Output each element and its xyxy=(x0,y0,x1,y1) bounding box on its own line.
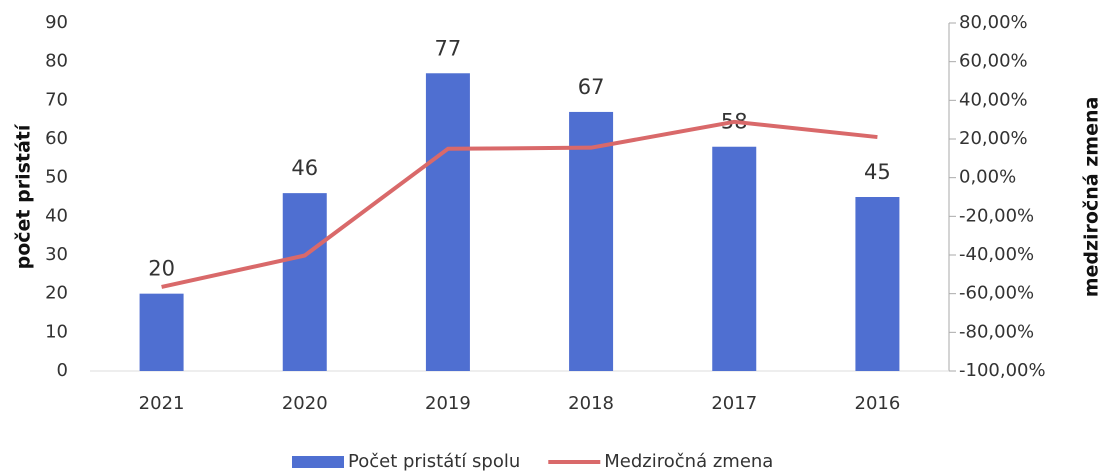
legend-swatch xyxy=(292,456,344,468)
y-tick-label: 30 xyxy=(45,244,68,265)
y2-axis-title: medziročná zmena xyxy=(1081,97,1103,298)
x-tick-label: 2017 xyxy=(711,393,757,414)
bar xyxy=(282,193,327,371)
y2-tick-label: 80,00% xyxy=(959,12,1028,33)
data-label: 20 xyxy=(148,257,175,281)
y2-tick-label: 40,00% xyxy=(959,89,1028,110)
bar xyxy=(712,146,757,371)
y-tick-label: 40 xyxy=(45,205,68,226)
bar xyxy=(139,293,184,371)
bar xyxy=(569,111,614,371)
y2-tick-label: -20,00% xyxy=(959,205,1034,226)
y-axis-title: počet pristátí xyxy=(13,123,35,269)
y2-tick-label: -80,00% xyxy=(959,321,1034,342)
bar xyxy=(425,73,470,372)
y-tick-label: 80 xyxy=(45,51,68,72)
y2-tick-label: -60,00% xyxy=(959,283,1034,304)
x-tick-label: 2019 xyxy=(425,393,471,414)
y2-tick-label: 0,00% xyxy=(959,167,1016,188)
y2-tick-label: -40,00% xyxy=(959,244,1034,265)
y2-tick-label: -100,00% xyxy=(959,360,1046,381)
x-tick-label: 2021 xyxy=(139,393,185,414)
legend-label: Počet pristátí spolu xyxy=(348,451,520,472)
y-tick-label: 0 xyxy=(57,360,68,381)
bar xyxy=(855,197,900,371)
y-tick-label: 10 xyxy=(45,321,68,342)
x-tick-label: 2020 xyxy=(282,393,328,414)
data-label: 46 xyxy=(291,156,318,180)
x-tick-label: 2018 xyxy=(568,393,614,414)
y2-tick-label: 60,00% xyxy=(959,51,1028,72)
y2-tick-label: 20,00% xyxy=(959,128,1028,149)
x-tick-label: 2016 xyxy=(855,393,901,414)
y-tick-label: 50 xyxy=(45,167,68,188)
data-label: 77 xyxy=(435,36,462,60)
line xyxy=(161,119,878,289)
legend-label: Medziročná zmena xyxy=(604,451,773,472)
y-tick-label: 20 xyxy=(45,283,68,304)
data-label: 45 xyxy=(864,160,891,184)
y-tick-label: 60 xyxy=(45,128,68,149)
data-label: 67 xyxy=(578,75,605,99)
y-tick-label: 70 xyxy=(45,89,68,110)
y-tick-label: 90 xyxy=(45,12,68,33)
